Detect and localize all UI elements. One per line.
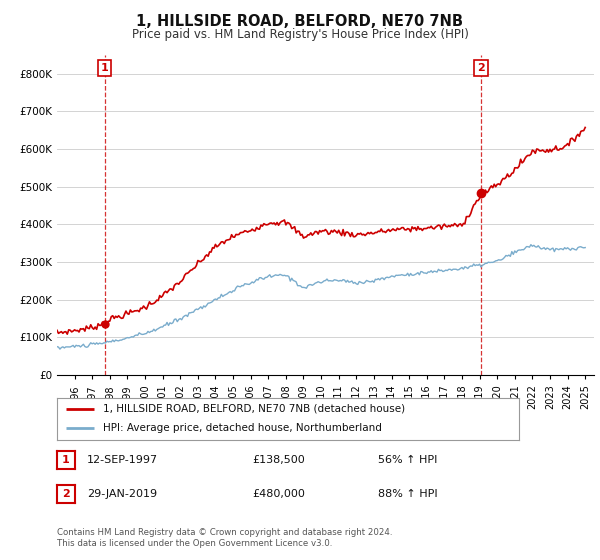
Text: 29-JAN-2019: 29-JAN-2019	[87, 489, 157, 499]
Text: 12-SEP-1997: 12-SEP-1997	[87, 455, 158, 465]
Text: Contains HM Land Registry data © Crown copyright and database right 2024.: Contains HM Land Registry data © Crown c…	[57, 528, 392, 537]
Text: HPI: Average price, detached house, Northumberland: HPI: Average price, detached house, Nort…	[103, 423, 382, 433]
Text: £138,500: £138,500	[252, 455, 305, 465]
Text: 1: 1	[62, 455, 70, 465]
Text: 1, HILLSIDE ROAD, BELFORD, NE70 7NB (detached house): 1, HILLSIDE ROAD, BELFORD, NE70 7NB (det…	[103, 404, 406, 414]
Text: 1: 1	[101, 63, 109, 73]
Text: £480,000: £480,000	[252, 489, 305, 499]
Text: 2: 2	[477, 63, 485, 73]
Text: 1, HILLSIDE ROAD, BELFORD, NE70 7NB: 1, HILLSIDE ROAD, BELFORD, NE70 7NB	[137, 14, 464, 29]
Text: 56% ↑ HPI: 56% ↑ HPI	[378, 455, 437, 465]
Text: 2: 2	[62, 489, 70, 499]
Text: Price paid vs. HM Land Registry's House Price Index (HPI): Price paid vs. HM Land Registry's House …	[131, 28, 469, 41]
Text: This data is licensed under the Open Government Licence v3.0.: This data is licensed under the Open Gov…	[57, 539, 332, 548]
Text: 88% ↑ HPI: 88% ↑ HPI	[378, 489, 437, 499]
